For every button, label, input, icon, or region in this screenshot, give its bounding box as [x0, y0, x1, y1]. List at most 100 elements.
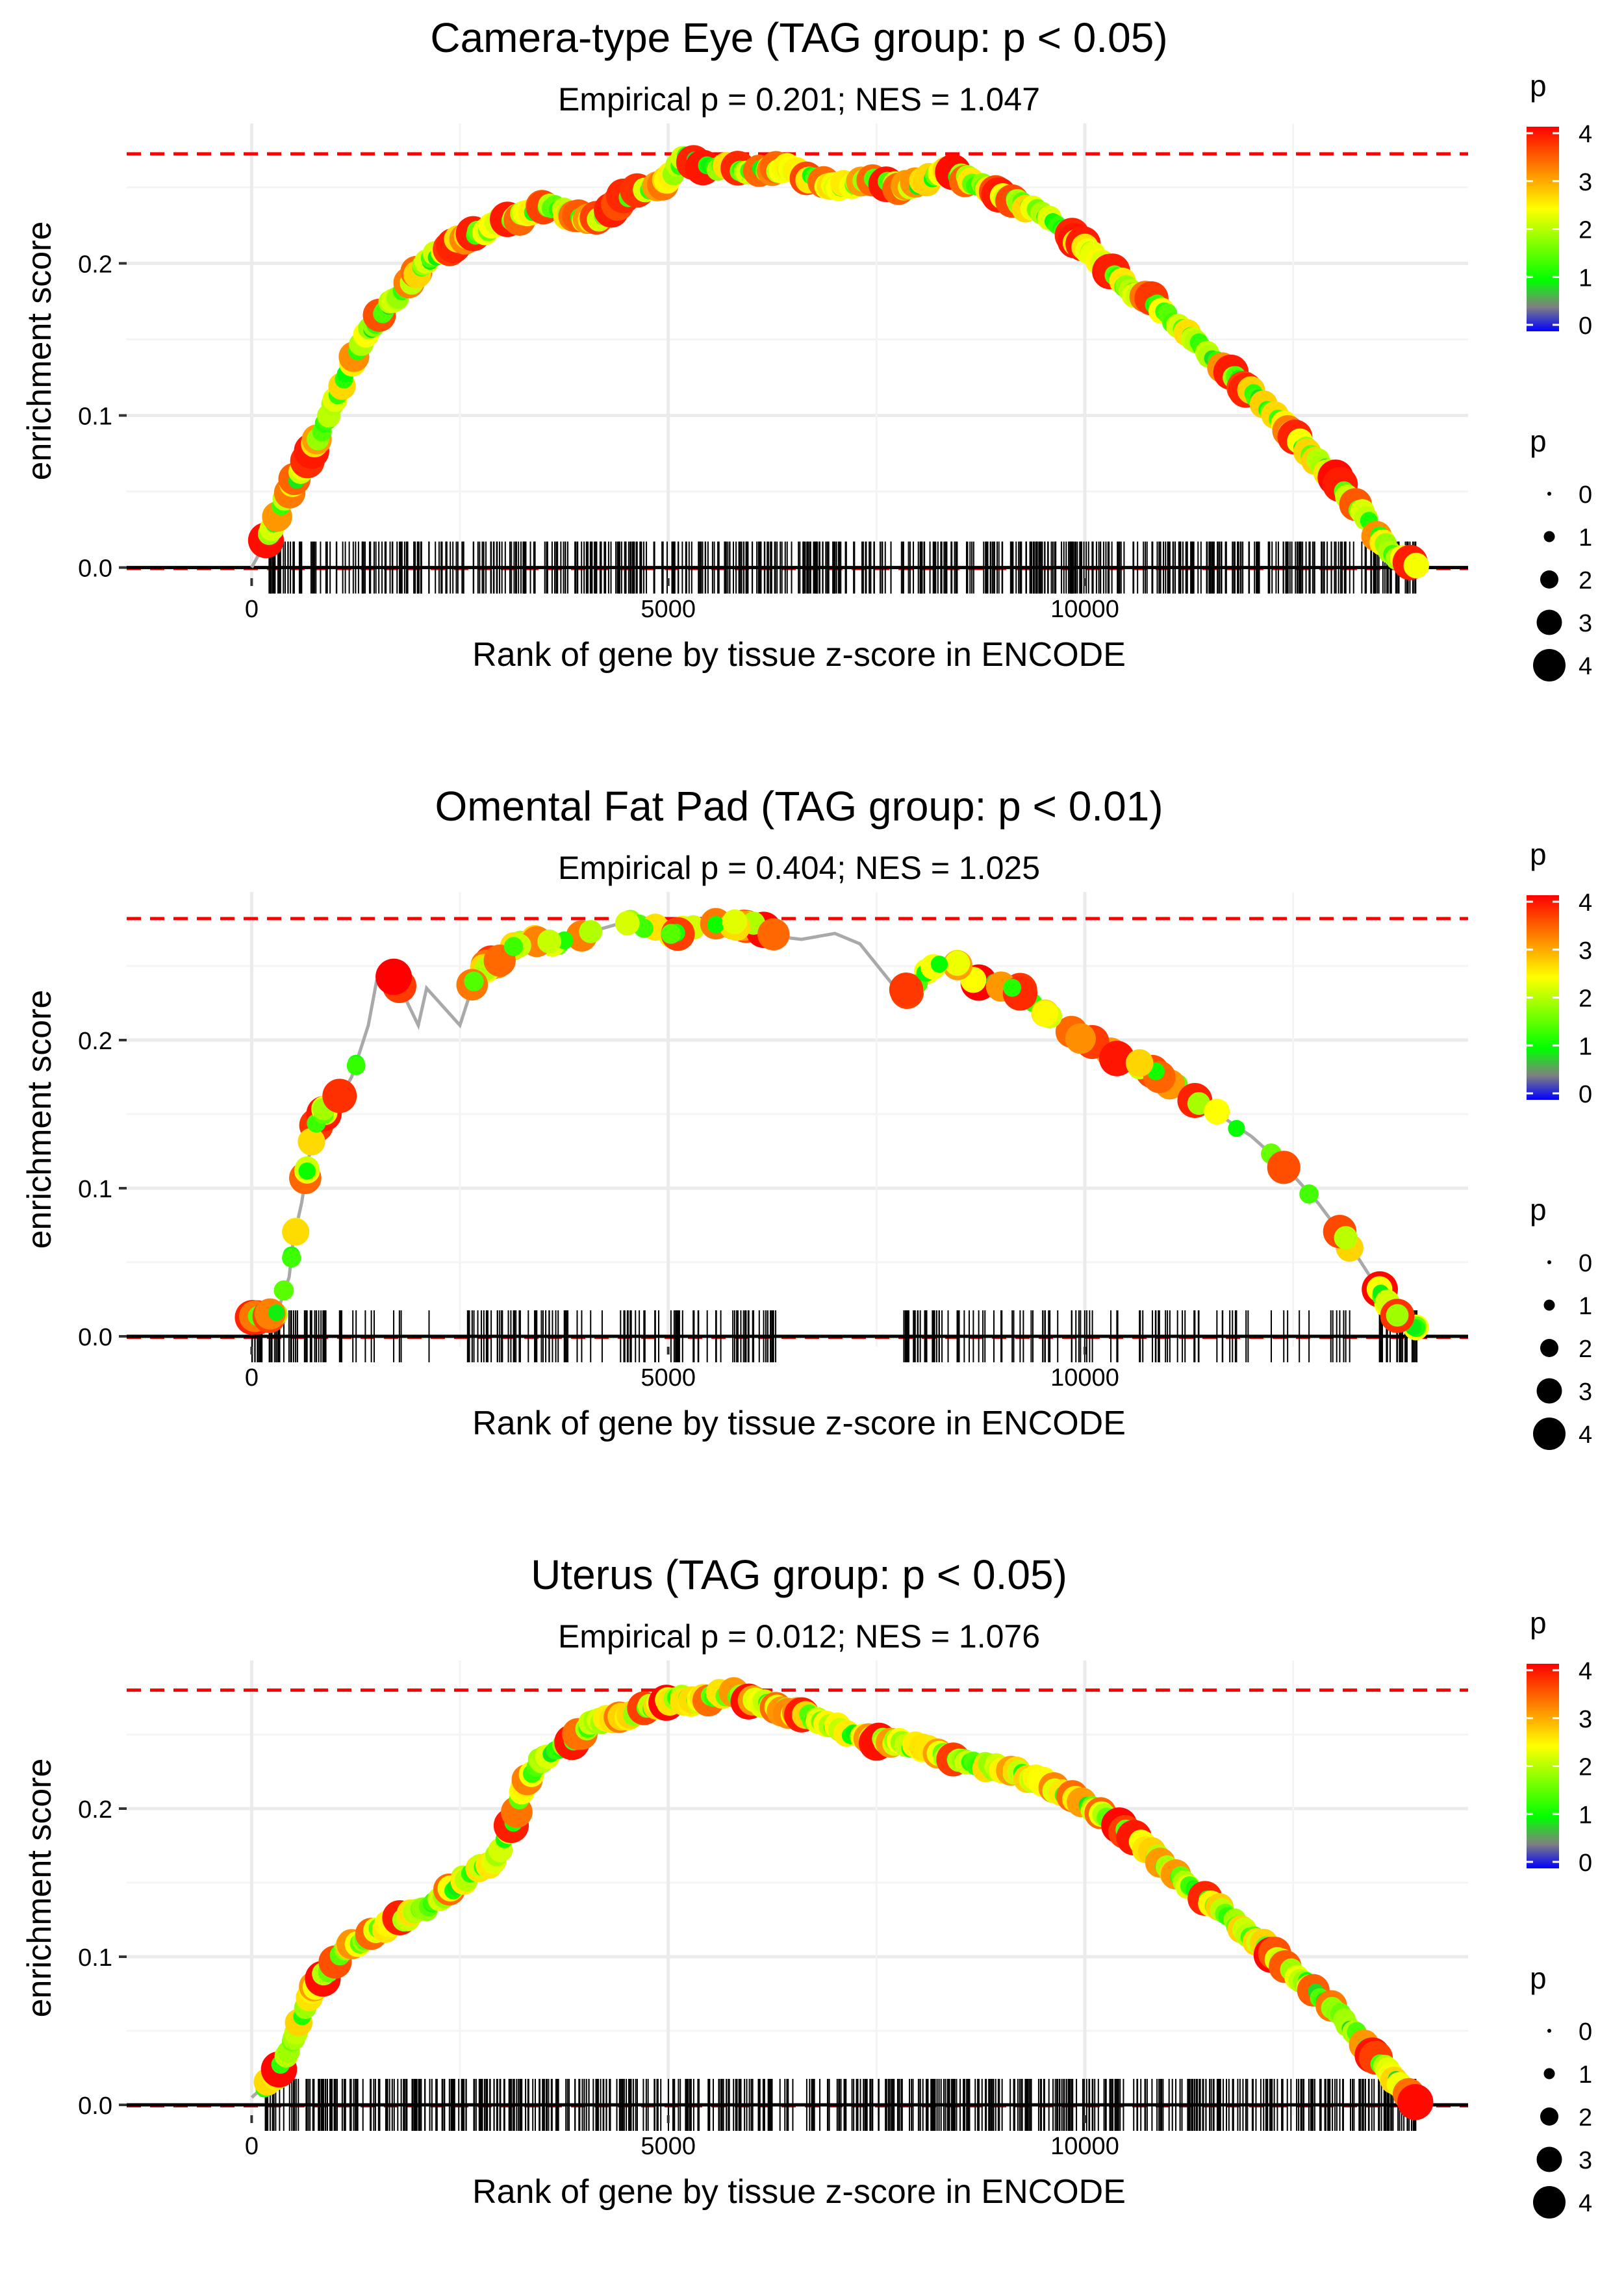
y-tick-label: 0.0 [78, 555, 112, 583]
color-legend-label: 2 [1579, 986, 1592, 1013]
color-legend-label: 4 [1579, 121, 1592, 148]
panel-1: Camera-type Eye (TAG group: p < 0.05) Emp… [21, 14, 1592, 681]
x-axis-label: Rank of gene by tissue z-score in ENCODE [472, 636, 1126, 674]
es-point [273, 1280, 294, 1301]
es-point [930, 955, 948, 973]
size-legend-label: 2 [1579, 567, 1592, 594]
y-tick-label: 0.2 [78, 1796, 112, 1824]
es-point [615, 911, 640, 935]
y-tick-label: 0.2 [78, 1028, 112, 1055]
es-point [282, 1218, 310, 1246]
y-axis-label: enrichment score [21, 222, 58, 481]
es-point [503, 937, 524, 956]
es-point [1386, 1304, 1409, 1327]
color-legend-label: 4 [1579, 889, 1592, 917]
x-tick-label: 0 [245, 1364, 259, 1392]
es-point [722, 909, 748, 935]
es-point [707, 916, 725, 934]
size-legend-dot [1543, 2068, 1555, 2080]
es-points [247, 145, 1430, 580]
x-tick-label: 5000 [641, 596, 696, 623]
x-tick-label: 10000 [1050, 596, 1119, 623]
es-point [1397, 2083, 1434, 2120]
x-tick-label: 5000 [641, 2133, 696, 2160]
x-tick-label: 0 [245, 596, 259, 623]
size-legend-dot [1547, 492, 1551, 496]
x-tick-label: 10000 [1050, 1364, 1119, 1392]
legend: p 0 1 2 3 4 p 0 1 2 3 4 [1527, 69, 1592, 681]
y-tick-label: 0.1 [78, 1176, 112, 1203]
y-tick-label: 0.2 [78, 251, 112, 278]
size-legend-dot [1543, 531, 1555, 542]
es-point [268, 1304, 285, 1321]
panel-3: Uterus (TAG group: p < 0.05) Empirical p … [21, 1551, 1592, 2219]
panel-2: Omental Fat Pad (TAG group: p < 0.01) Emp… [21, 783, 1592, 1450]
size-legend-title: p [1530, 424, 1547, 458]
panel-title: Omental Fat Pad (TAG group: p < 0.01) [435, 783, 1163, 830]
color-legend-label: 3 [1579, 937, 1592, 965]
size-legend-label: 4 [1579, 2190, 1592, 2217]
size-legend-dot [1540, 2107, 1558, 2126]
es-point [1334, 1226, 1358, 1250]
x-axis-label: Rank of gene by tissue z-score in ENCODE [472, 1405, 1126, 1442]
legend: p 0 1 2 3 4 p 0 1 2 3 4 [1527, 1606, 1592, 2219]
color-legend-label: 3 [1579, 1706, 1592, 1733]
es-point [1125, 1049, 1154, 1077]
es-point [1099, 1041, 1135, 1076]
panel-title: Camera-type Eye (TAG group: p < 0.05) [430, 14, 1167, 61]
color-legend-title: p [1530, 69, 1547, 103]
x-axis-label: Rank of gene by tissue z-score in ENCODE [472, 2173, 1126, 2211]
es-point [1228, 1119, 1245, 1138]
size-legend-label: 0 [1579, 1250, 1592, 1277]
y-axis-label: enrichment score [21, 990, 58, 1249]
es-point [322, 1078, 357, 1113]
size-legend-dot [1533, 2186, 1566, 2219]
es-point [579, 920, 603, 943]
x-tick-label: 10000 [1050, 2133, 1119, 2160]
panel-subtitle: Empirical p = 0.012; NES = 1.076 [558, 1618, 1040, 1655]
x-tick-label: 0 [245, 2133, 259, 2160]
size-legend-dot [1536, 1378, 1562, 1404]
size-legend-dot [1547, 2029, 1551, 2033]
size-legend-dot [1533, 1418, 1566, 1450]
color-legend-label: 3 [1579, 169, 1592, 196]
color-legend-label: 2 [1579, 1754, 1592, 1781]
size-legend-label: 0 [1579, 481, 1592, 509]
size-legend-dot [1540, 1339, 1558, 1357]
size-legend-title: p [1530, 1193, 1547, 1227]
es-point [1032, 1000, 1059, 1027]
color-legend-label: 0 [1579, 1081, 1592, 1108]
es-point [375, 958, 412, 995]
panel-subtitle: Empirical p = 0.404; NES = 1.025 [558, 850, 1040, 886]
color-legend-label: 1 [1579, 1033, 1592, 1060]
legend: p 0 1 2 3 4 p 0 1 2 3 4 [1527, 837, 1592, 1450]
es-point [661, 924, 681, 944]
es-point [282, 1248, 301, 1268]
color-legend-label: 0 [1579, 1850, 1592, 1877]
size-legend-label: 1 [1579, 1293, 1592, 1320]
size-legend-label: 1 [1579, 2061, 1592, 2089]
x-tick-label: 5000 [641, 1364, 696, 1392]
size-legend-label: 2 [1579, 1336, 1592, 1363]
es-point [464, 971, 484, 991]
size-legend-dot [1547, 1260, 1551, 1264]
color-legend-label: 4 [1579, 1658, 1592, 1685]
es-point [1003, 978, 1022, 997]
es-point [298, 1162, 316, 1180]
size-legend-label: 4 [1579, 1421, 1592, 1449]
es-points [253, 1677, 1434, 2120]
es-point [1065, 1023, 1096, 1054]
es-point [945, 950, 971, 976]
size-legend-label: 3 [1579, 1379, 1592, 1406]
es-points [235, 908, 1429, 1341]
color-legend-label: 0 [1579, 312, 1592, 340]
size-legend-label: 3 [1579, 2147, 1592, 2174]
size-legend-label: 2 [1579, 2104, 1592, 2131]
size-legend-title: p [1530, 1961, 1547, 1995]
color-legend-label: 1 [1579, 264, 1592, 292]
es-point [1267, 1151, 1300, 1184]
es-point [1403, 552, 1430, 579]
size-legend-dot [1540, 570, 1558, 589]
y-tick-label: 0.0 [78, 1324, 112, 1351]
